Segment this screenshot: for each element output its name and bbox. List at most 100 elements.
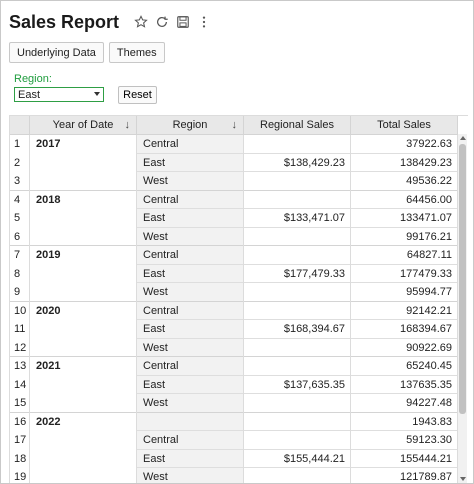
region-select[interactable]: East: [14, 87, 104, 102]
column-divider: [136, 135, 137, 483]
region-cell: Central: [137, 357, 244, 375]
sort-down-icon[interactable]: ↓: [124, 119, 131, 131]
row-number: 18: [14, 452, 27, 465]
pivot-table: Year of Date ↓ Region ↓ Regional Sales T…: [9, 115, 468, 483]
year-cell: 2019: [36, 249, 61, 261]
column-header-year[interactable]: Year of Date ↓: [30, 116, 137, 135]
total-sales-cell: 177479.33: [400, 267, 452, 280]
row-number: 6: [14, 230, 21, 243]
more-vertical-icon[interactable]: [196, 14, 212, 30]
total-sales-cell: 37922.63: [406, 138, 452, 150]
year-cell: 2022: [36, 415, 61, 428]
row-number: 9: [14, 286, 21, 298]
row-number: 13: [14, 360, 27, 372]
region-cell: East: [137, 375, 244, 394]
group-divider: [10, 356, 458, 357]
row-divider: [137, 226, 458, 228]
row-divider: [137, 337, 458, 339]
row-number: 4: [14, 193, 21, 206]
region-cell: West: [137, 227, 244, 246]
column-divider: [457, 135, 458, 483]
total-sales-cell: 90922.69: [406, 341, 452, 354]
row-divider: [137, 208, 458, 209]
column-header-total-sales[interactable]: Total Sales: [351, 116, 458, 135]
regional-sales-cell: $133,471.07: [283, 212, 345, 224]
region-cell: East: [137, 153, 244, 172]
regional-sales-cell: [244, 302, 351, 320]
row-number: 3: [14, 175, 21, 187]
total-sales-cell: 95994.77: [406, 286, 452, 298]
region-cell: Central: [137, 246, 244, 264]
row-number: 1: [14, 138, 21, 150]
total-sales-cell: 99176.21: [406, 230, 452, 243]
column-header-regional-sales[interactable]: Regional Sales: [244, 116, 351, 135]
row-number-header: [10, 116, 30, 135]
row-number: 5: [14, 212, 21, 224]
themes-button[interactable]: Themes: [108, 42, 165, 63]
regional-sales-cell: [244, 339, 351, 357]
row-divider: [137, 171, 458, 172]
row-number: 15: [14, 397, 27, 409]
region-cell: East: [137, 449, 244, 468]
column-divider: [29, 135, 30, 483]
regional-sales-cell: $155,444.21: [283, 452, 345, 465]
scroll-down-icon[interactable]: [460, 477, 466, 481]
row-number: 12: [14, 341, 27, 354]
row-divider: [137, 448, 458, 450]
save-icon[interactable]: [175, 14, 191, 30]
regional-sales-cell: [244, 172, 351, 190]
row-divider: [137, 430, 458, 431]
regional-sales-cell: [244, 228, 351, 246]
region-cell: East: [137, 209, 244, 227]
region-cell: East: [137, 320, 244, 338]
region-cell: Central: [137, 135, 244, 153]
total-sales-cell: 49536.22: [406, 175, 452, 187]
underlying-data-button[interactable]: Underlying Data: [9, 42, 104, 63]
year-cell: 2021: [36, 360, 61, 372]
total-sales-cell: 94227.48: [406, 397, 452, 409]
vertical-scrollbar[interactable]: [458, 134, 467, 483]
group-divider: [10, 300, 458, 302]
reset-button[interactable]: Reset: [118, 86, 157, 104]
region-cell: East: [137, 264, 244, 283]
sort-down-icon[interactable]: ↓: [231, 119, 238, 131]
total-sales-cell: 137635.35: [400, 378, 452, 391]
region-cell: West: [137, 468, 244, 483]
regional-sales-cell: [244, 357, 351, 375]
row-divider: [137, 263, 458, 265]
total-sales-cell: 59123.30: [406, 434, 452, 446]
total-sales-cell: 155444.21: [400, 452, 452, 465]
region-select-value: East: [18, 88, 41, 101]
region-cell: West: [137, 283, 244, 301]
star-icon[interactable]: [133, 14, 149, 30]
regional-sales-cell: [244, 431, 351, 449]
header-icons: [133, 14, 212, 30]
total-sales-cell: 1943.83: [412, 415, 452, 428]
total-sales-cell: 64456.00: [406, 193, 452, 206]
row-number: 17: [14, 434, 27, 446]
row-number: 14: [14, 378, 27, 391]
regional-sales-cell: [244, 413, 351, 431]
group-divider: [10, 189, 458, 191]
row-divider: [137, 467, 458, 468]
row-divider: [137, 152, 458, 154]
group-divider: [10, 245, 458, 246]
row-number: 8: [14, 267, 21, 280]
regional-sales-cell: $138,429.23: [283, 156, 345, 169]
refresh-icon[interactable]: [154, 14, 170, 30]
scrollbar-thumb[interactable]: [459, 144, 466, 414]
regional-sales-cell: [244, 468, 351, 483]
report-header: Sales Report: [9, 9, 212, 35]
region-cell: West: [137, 172, 244, 190]
row-divider: [137, 282, 458, 283]
column-divider: [350, 135, 351, 483]
region-filter-label: Region:: [14, 73, 52, 85]
column-header-region[interactable]: Region ↓: [137, 116, 244, 135]
total-sales-cell: 92142.21: [406, 304, 452, 317]
regional-sales-cell: [244, 246, 351, 264]
total-sales-cell: 121789.87: [400, 471, 452, 483]
row-number: 19: [14, 471, 27, 483]
scroll-up-icon[interactable]: [460, 136, 466, 140]
year-cell: 2018: [36, 193, 61, 206]
